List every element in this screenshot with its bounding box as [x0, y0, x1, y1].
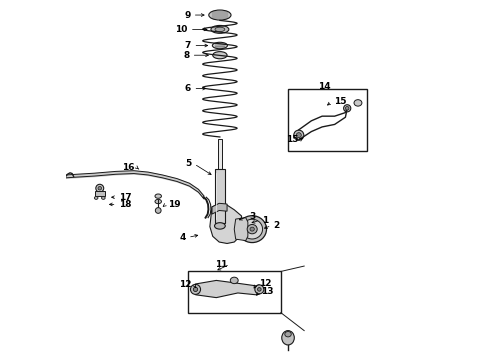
- Ellipse shape: [155, 208, 161, 213]
- Polygon shape: [95, 192, 105, 197]
- Ellipse shape: [282, 330, 294, 345]
- Text: 15: 15: [286, 135, 298, 144]
- Ellipse shape: [191, 284, 200, 294]
- Bar: [218, 139, 222, 169]
- Ellipse shape: [212, 42, 227, 49]
- Ellipse shape: [211, 26, 229, 33]
- Text: 16: 16: [122, 163, 135, 172]
- Ellipse shape: [215, 27, 225, 32]
- Text: 19: 19: [168, 200, 180, 209]
- Ellipse shape: [238, 216, 267, 243]
- Ellipse shape: [247, 225, 257, 234]
- Text: 18: 18: [119, 200, 131, 209]
- Polygon shape: [196, 280, 259, 298]
- Text: 9: 9: [184, 10, 191, 19]
- Text: 6: 6: [185, 84, 191, 93]
- Text: 7: 7: [185, 41, 191, 50]
- Text: 17: 17: [119, 193, 131, 202]
- Ellipse shape: [194, 287, 197, 292]
- Text: 1: 1: [262, 216, 269, 225]
- Text: 11: 11: [215, 260, 228, 269]
- Ellipse shape: [209, 10, 231, 20]
- Text: 3: 3: [249, 212, 256, 221]
- Ellipse shape: [294, 130, 304, 140]
- Ellipse shape: [250, 227, 254, 231]
- Ellipse shape: [98, 186, 101, 190]
- Ellipse shape: [255, 285, 264, 294]
- Ellipse shape: [242, 219, 263, 239]
- Ellipse shape: [155, 199, 161, 204]
- Text: 13: 13: [261, 287, 273, 296]
- Ellipse shape: [230, 277, 238, 284]
- Ellipse shape: [215, 223, 225, 229]
- Text: 14: 14: [318, 82, 330, 91]
- Bar: [288, 89, 367, 151]
- Text: 8: 8: [183, 51, 190, 60]
- Text: 15: 15: [334, 97, 346, 106]
- Ellipse shape: [354, 100, 362, 106]
- Ellipse shape: [213, 51, 227, 59]
- Ellipse shape: [101, 197, 105, 199]
- Text: 2: 2: [274, 221, 280, 230]
- Ellipse shape: [96, 184, 104, 192]
- Text: 12: 12: [259, 279, 271, 288]
- Ellipse shape: [296, 133, 301, 138]
- Bar: [188, 271, 281, 313]
- Polygon shape: [234, 218, 248, 240]
- Polygon shape: [212, 203, 227, 214]
- Text: 4: 4: [179, 233, 186, 242]
- Polygon shape: [210, 204, 243, 243]
- Ellipse shape: [285, 332, 291, 337]
- Ellipse shape: [155, 194, 161, 198]
- Ellipse shape: [95, 197, 98, 199]
- Ellipse shape: [345, 107, 349, 110]
- Text: 5: 5: [186, 159, 192, 168]
- Ellipse shape: [258, 288, 261, 291]
- Ellipse shape: [343, 105, 351, 112]
- Text: 12: 12: [179, 280, 192, 289]
- Bar: [215, 169, 225, 223]
- Text: 10: 10: [175, 25, 188, 34]
